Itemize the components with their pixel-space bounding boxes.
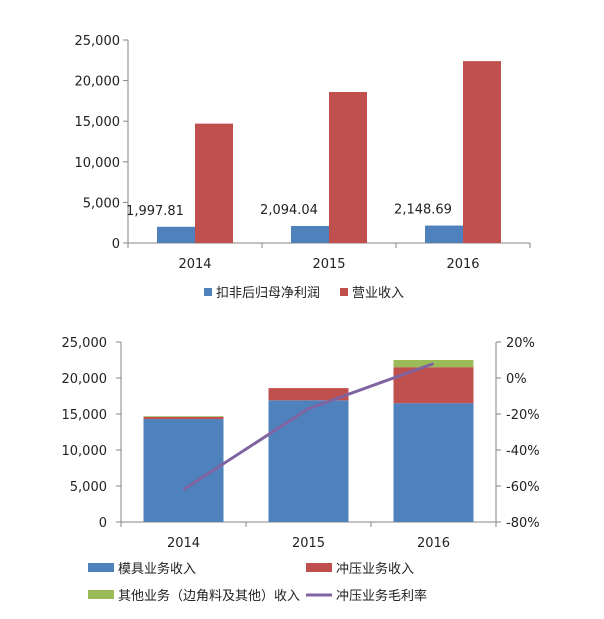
- chart2-y2-tick-label: -60%: [506, 480, 540, 495]
- chart1-bar: [195, 123, 233, 243]
- chart-net-profit-vs-revenue: 0 5,000 10,000 15,000 20,000 25,000 2014 1,997.…: [75, 34, 531, 301]
- chart2-y2-tick-label: 0%: [506, 372, 527, 387]
- chart2-y2-tick-label: -20%: [506, 408, 540, 423]
- chart2-bar-segment: [268, 388, 349, 401]
- chart1-bar: [425, 225, 463, 243]
- chart1-legend-label: 扣非后归母净利润: [216, 286, 320, 301]
- chart1-bar: [329, 91, 367, 243]
- chart1-data-label: 2,094.04: [260, 203, 318, 218]
- chart2-legend-label: 模具业务收入: [118, 561, 196, 577]
- chart2-bar-segment: [143, 416, 224, 420]
- chart-revenue-breakdown: 0 5,000 10,000 15,000 20,000 25,000 -80% -60% -4…: [0, 320, 604, 619]
- chart2-x-tick-label: 2016: [417, 536, 450, 551]
- chart1-legend-swatch: [340, 288, 348, 296]
- chart2-y2-tick-label: 20%: [506, 336, 535, 351]
- chart1-svg: 0 5,000 10,000 15,000 20,000 25,000 2014 1,997.…: [75, 34, 531, 301]
- chart2-bar-segment: [143, 416, 224, 417]
- chart1-y-tick-label: 15,000: [75, 115, 121, 130]
- chart1-bar: [463, 61, 501, 243]
- chart2-legend-label: 冲压业务收入: [336, 561, 414, 577]
- chart1-y-tick-label: 25,000: [75, 34, 121, 49]
- chart2-y2-tick-label: -40%: [506, 444, 540, 459]
- chart2-svg: 0 5,000 10,000 15,000 20,000 25,000 -80% -60% -4…: [62, 336, 540, 604]
- chart2-x-tick-label: 2015: [292, 536, 325, 551]
- chart1-y-tick-label: 5,000: [83, 196, 120, 211]
- chart1-bar: [291, 225, 329, 243]
- chart2-y-tick-label: 15,000: [62, 408, 108, 423]
- chart1-y-tick-label: 20,000: [75, 75, 121, 90]
- chart1-data-label: 2,148.69: [394, 203, 452, 218]
- chart2-legend-swatch: [306, 563, 332, 572]
- chart1-legend-label: 营业收入: [352, 286, 404, 301]
- chart1-x-tick-label: 2014: [178, 257, 211, 272]
- chart2-bar-segment: [143, 419, 224, 522]
- chart2-y-tick-label: 25,000: [62, 336, 108, 351]
- chart2-y-tick-label: 10,000: [62, 444, 108, 459]
- chart2-legend-swatch: [88, 563, 114, 572]
- chart1-x-tick-label: 2015: [312, 257, 345, 272]
- chart2-y2-tick-label: -80%: [506, 516, 540, 531]
- chart1-bar: [157, 226, 195, 243]
- chart1-y-tick-label: 10,000: [75, 156, 121, 171]
- chart1-y-tick-label: 0: [112, 237, 120, 252]
- chart2-y-tick-label: 5,000: [70, 480, 107, 495]
- chart2-legend-swatch: [88, 590, 114, 599]
- chart1-data-label: 1,997.81: [126, 204, 184, 219]
- chart2-legend-label: 冲压业务毛利率: [336, 588, 427, 604]
- chart2-bar-segment: [393, 403, 474, 522]
- chart1-legend-swatch: [204, 288, 212, 296]
- chart1-x-tick-label: 2016: [446, 257, 479, 272]
- chart2-legend-label: 其他业务（边角料及其他）收入: [118, 588, 300, 604]
- chart2-x-tick-label: 2014: [167, 536, 200, 551]
- chart2-y-tick-label: 20,000: [62, 372, 108, 387]
- chart2-y-tick-label: 0: [99, 516, 107, 531]
- chart2-bar-segment: [268, 400, 349, 522]
